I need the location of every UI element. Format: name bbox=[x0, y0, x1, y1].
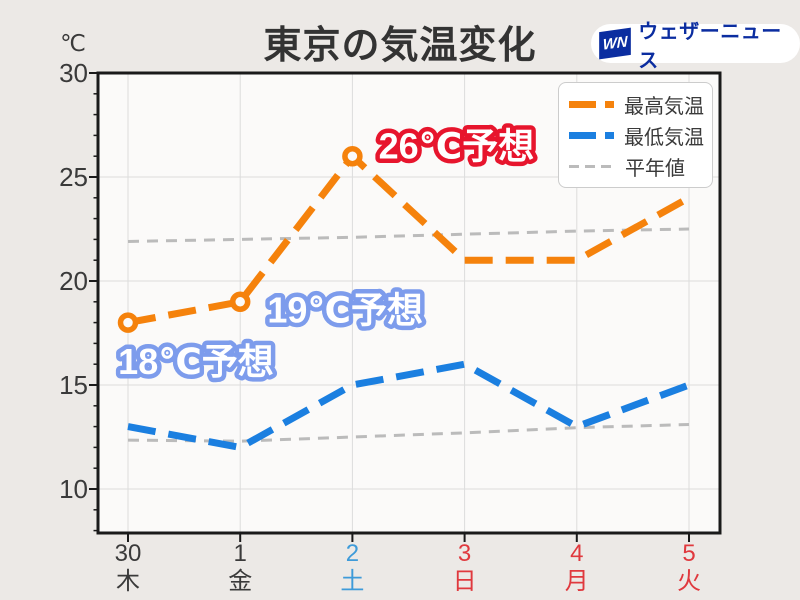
y-axis-unit-label: ℃ bbox=[60, 30, 86, 56]
dash-segment bbox=[605, 131, 614, 139]
weekday-label: 月 bbox=[564, 568, 589, 595]
legend-item: 平年値 bbox=[569, 154, 702, 180]
date-label: 30 bbox=[114, 540, 142, 567]
dash-segment bbox=[569, 131, 596, 139]
y-tick-label: 25 bbox=[59, 162, 88, 192]
legend-item: 最高気温 bbox=[569, 92, 704, 118]
y-tick-label: 20 bbox=[59, 266, 88, 296]
wn-logo-text: ウェザーニュース bbox=[638, 20, 782, 72]
plot-frame bbox=[96, 71, 722, 535]
weekday-label: 日 bbox=[452, 568, 477, 595]
weathernews-logo: WN ウェザーニュース bbox=[591, 21, 800, 72]
forecast-point-marker bbox=[229, 291, 251, 313]
dash-segment bbox=[569, 164, 579, 168]
forecast-point-marker bbox=[117, 312, 139, 333]
x-category-label: 30 木 bbox=[88, 541, 168, 595]
weekday-label: 火 bbox=[677, 568, 701, 595]
forecast-annotation: 18℃予想 bbox=[118, 341, 274, 382]
legend-label: 平年値 bbox=[625, 157, 685, 180]
date-label: 4 bbox=[570, 540, 584, 567]
forecast-point-marker bbox=[342, 145, 363, 167]
legend-item: 最低気温 bbox=[569, 123, 704, 149]
weekday-label: 金 bbox=[228, 568, 253, 595]
date-label: 2 bbox=[345, 540, 360, 567]
dash-segment bbox=[585, 164, 595, 168]
legend-label: 最高気温 bbox=[624, 95, 704, 118]
legend-dash-swatch bbox=[569, 131, 614, 139]
y-tick-label: 10 bbox=[59, 474, 88, 504]
date-label: 5 bbox=[682, 540, 696, 567]
forecast-annotation: 19℃予想 bbox=[267, 289, 423, 330]
date-label: 1 bbox=[233, 540, 247, 567]
legend-dash-swatch bbox=[569, 100, 614, 108]
page-title: 東京の気温変化 bbox=[263, 25, 537, 67]
y-tick-label: 30 bbox=[59, 58, 88, 88]
dash-segment bbox=[605, 100, 614, 108]
weekday-label: 木 bbox=[116, 568, 140, 595]
y-tick-label: 15 bbox=[59, 370, 88, 400]
dash-segment bbox=[601, 164, 611, 168]
series-line-min-temp bbox=[127, 360, 691, 451]
dash-segment bbox=[569, 100, 596, 108]
legend-dash-swatch bbox=[569, 164, 615, 168]
forecast-annotation: 26℃予想 bbox=[379, 126, 535, 167]
weekday-label: 土 bbox=[340, 568, 365, 595]
legend-label: 最低気温 bbox=[624, 126, 704, 149]
series-line-max-temp bbox=[127, 152, 691, 327]
chart-legend: 最高気温最低気温平年値 bbox=[558, 82, 713, 188]
date-label: 3 bbox=[457, 540, 472, 567]
